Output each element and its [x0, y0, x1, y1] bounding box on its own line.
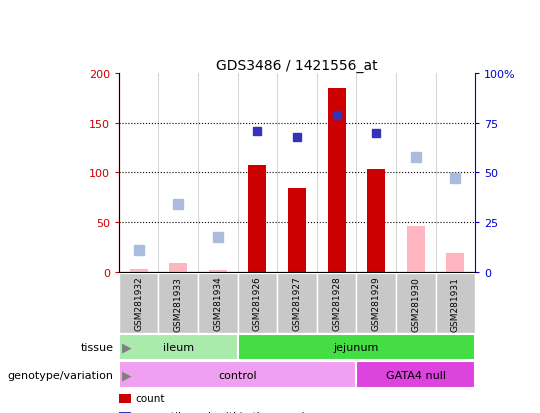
Bar [436, 273, 475, 333]
Bar [356, 361, 475, 388]
Text: GSM281929: GSM281929 [372, 276, 381, 330]
Text: tissue: tissue [80, 342, 113, 352]
Text: jejunum: jejunum [334, 342, 379, 352]
Bar [328, 89, 346, 272]
Bar [367, 170, 385, 272]
Bar [288, 189, 306, 272]
Bar [407, 227, 424, 272]
Text: GSM281926: GSM281926 [253, 276, 262, 330]
Text: ▶: ▶ [122, 368, 131, 381]
Bar [119, 361, 356, 388]
Bar [238, 273, 277, 333]
Text: GSM281927: GSM281927 [293, 276, 301, 330]
Text: control: control [218, 370, 257, 380]
Text: ▶: ▶ [122, 341, 131, 354]
Title: GDS3486 / 1421556_at: GDS3486 / 1421556_at [216, 59, 378, 73]
Text: GSM281931: GSM281931 [451, 276, 460, 331]
Bar [119, 334, 238, 361]
Bar [130, 269, 147, 272]
Text: GSM281928: GSM281928 [332, 276, 341, 330]
Text: GSM281930: GSM281930 [411, 276, 420, 331]
Text: count: count [135, 393, 165, 403]
Bar [277, 273, 317, 333]
Bar [238, 334, 475, 361]
Bar [198, 273, 238, 333]
Text: GATA4 null: GATA4 null [386, 370, 446, 380]
Text: percentile rank within the sample: percentile rank within the sample [135, 411, 311, 413]
Bar [158, 273, 198, 333]
Text: genotype/variation: genotype/variation [8, 370, 113, 380]
Text: GSM281933: GSM281933 [174, 276, 183, 331]
Text: ileum: ileum [163, 342, 194, 352]
Text: GSM281932: GSM281932 [134, 276, 143, 330]
Bar [119, 273, 158, 333]
Bar [356, 273, 396, 333]
Bar [170, 263, 187, 272]
Bar [317, 273, 356, 333]
Bar [248, 165, 266, 272]
Bar [447, 253, 464, 272]
Bar [209, 270, 227, 272]
Text: GSM281934: GSM281934 [213, 276, 222, 330]
Bar [396, 273, 436, 333]
